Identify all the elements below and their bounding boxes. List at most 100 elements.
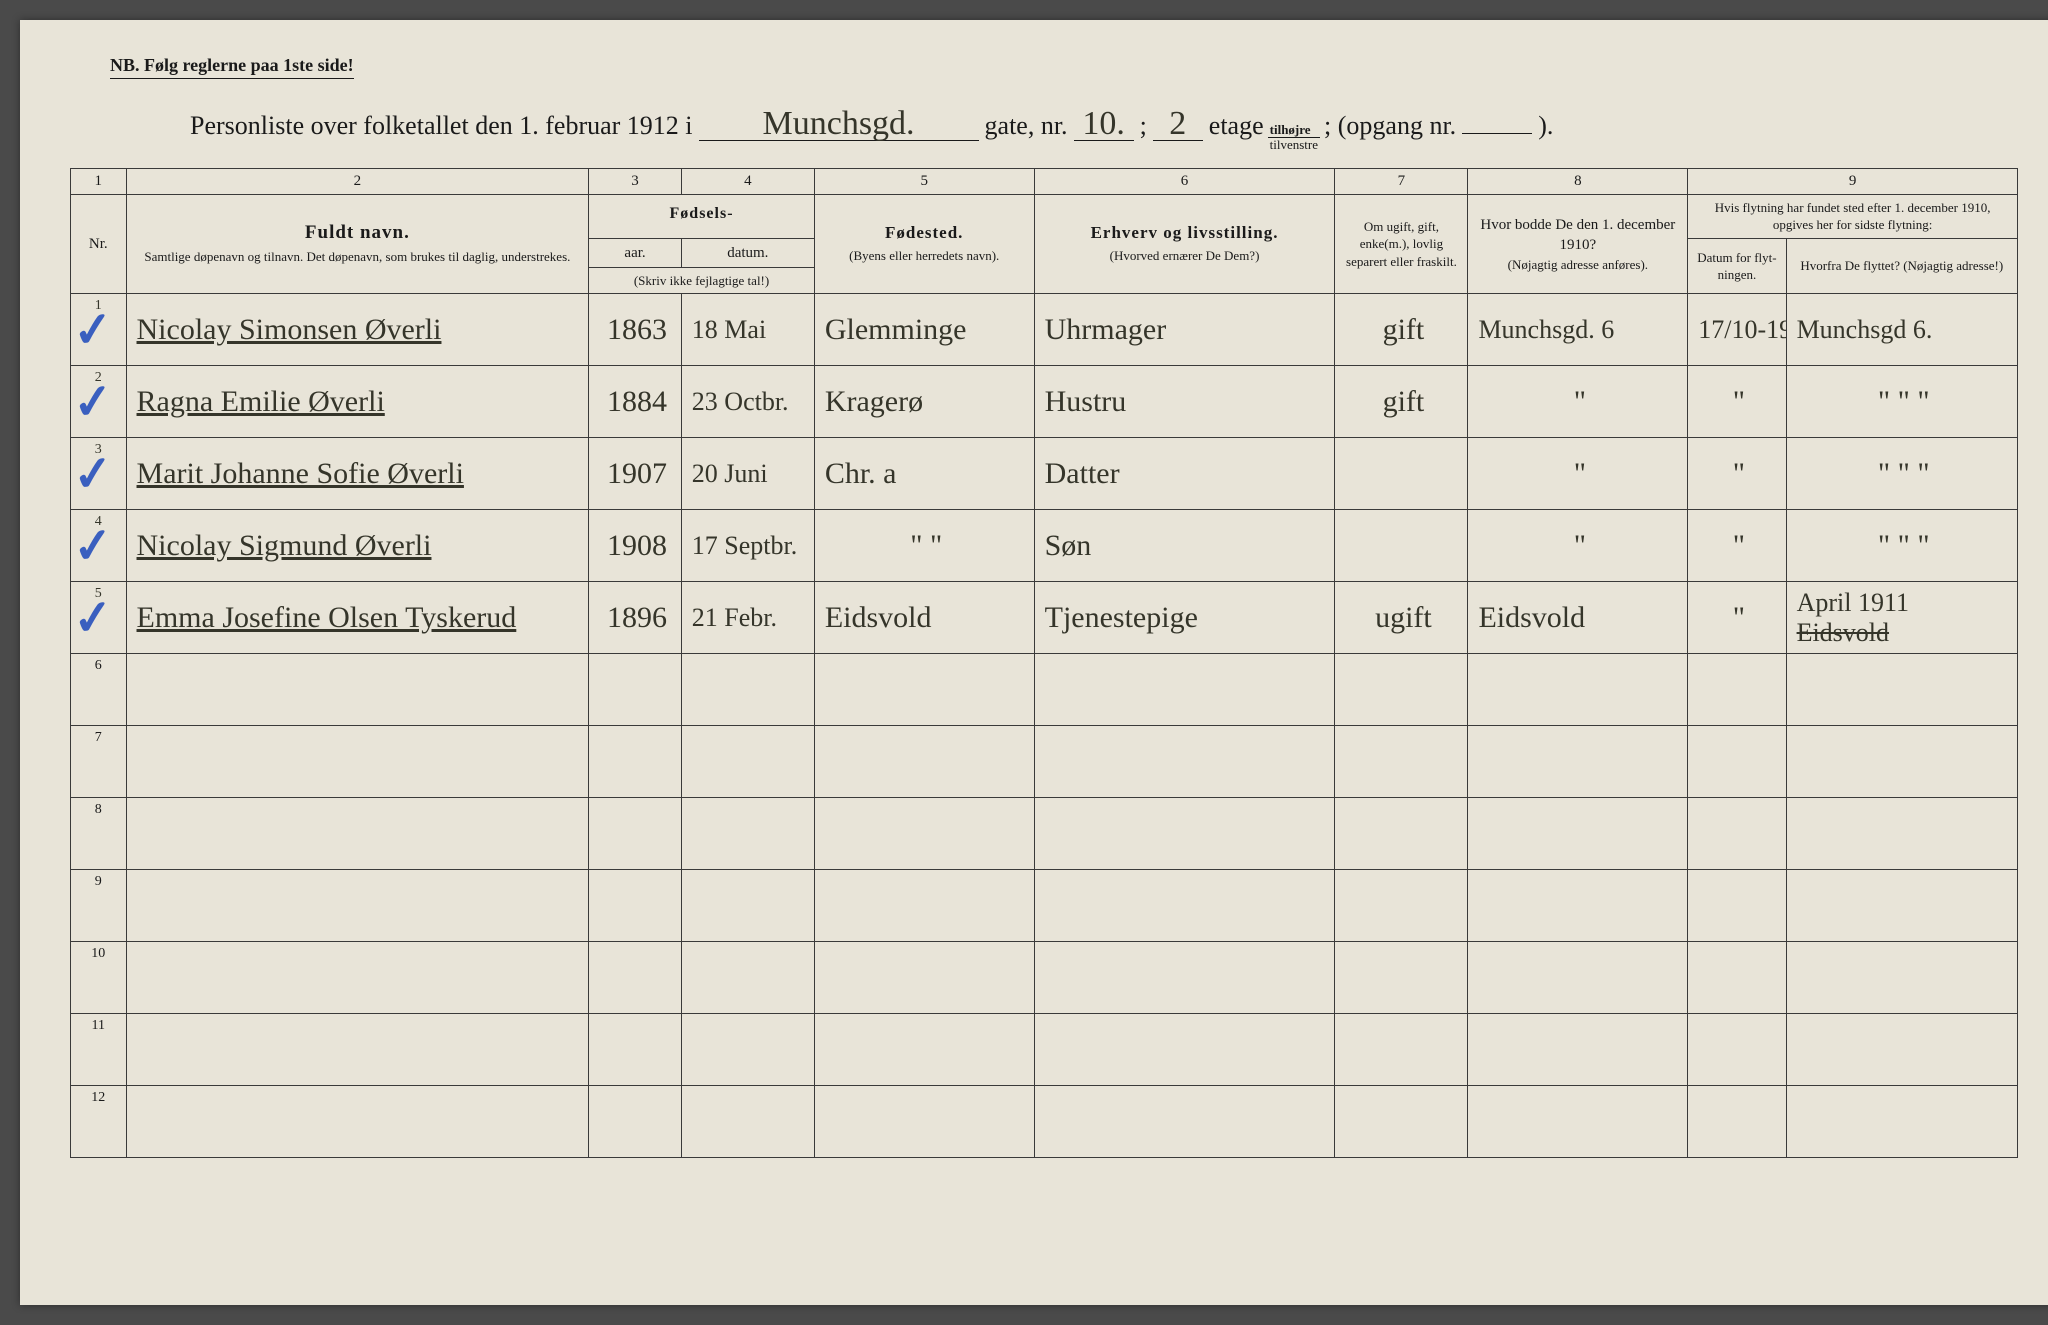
cell-marital: gift	[1335, 294, 1468, 366]
cell-year: 1863	[589, 294, 682, 366]
cell-birthplace: Eidsvold	[814, 582, 1034, 654]
frac-bot: tilvenstre	[1268, 138, 1320, 152]
hdr-name-sub: Samtlige døpenavn og tilnavn. Det døpena…	[133, 248, 583, 266]
hdr-date-text: datum.	[688, 243, 808, 263]
table-row: 11	[71, 1014, 2018, 1086]
cell-movedate: "	[1688, 510, 1786, 582]
cell-prevaddr: Eidsvold	[1468, 582, 1688, 654]
hdr-prevaddr: Hvor bodde De den 1. december 1910? (Nøj…	[1468, 194, 1688, 294]
nr-text: 3	[95, 442, 102, 457]
cell-date: 23 Octbr.	[681, 366, 814, 438]
opgang-label: ; (opgang nr.	[1324, 111, 1456, 141]
colnum-7: 7	[1335, 168, 1468, 194]
hdr-name: Fuldt navn. Samtlige døpenavn og tilnavn…	[126, 194, 589, 294]
cell-marital: ugift	[1335, 582, 1468, 654]
cell-movedate: "	[1688, 582, 1786, 654]
street-name-blank: Munchsgd.	[699, 109, 979, 141]
cell-birthplace: " "	[814, 510, 1034, 582]
hdr-birth-main: Fødsels-	[595, 205, 808, 223]
colnum-9: 9	[1688, 168, 2018, 194]
nr-text: 2	[95, 370, 102, 385]
row-nr: ✓5	[71, 582, 127, 654]
table-row: ✓4 Nicolay Sigmund Øverli 1908 17 Septbr…	[71, 510, 2018, 582]
hdr-move-date-text: Datum for flyt-ningen.	[1694, 249, 1779, 284]
hdr-birth-note: (Skriv ikke fejlagtige tal!)	[589, 267, 815, 294]
cell-birthplace: Chr. a	[814, 438, 1034, 510]
cell-occupation: Hustru	[1034, 366, 1335, 438]
cell-marital: gift	[1335, 366, 1468, 438]
name-text: Emma Josefine Olsen Tyskerud	[137, 601, 517, 634]
census-table: 1 2 3 4 5 6 7 8 9 Nr. Fuldt navn. Samtli…	[70, 168, 2018, 1159]
row-nr: 9	[71, 870, 127, 942]
colnum-2: 2	[126, 168, 589, 194]
empty-rows: 6 7 8 9 10 11 12	[71, 654, 2018, 1158]
cell-date: 17 Septbr.	[681, 510, 814, 582]
semicolon: ;	[1140, 111, 1147, 141]
hdr-birthplace: Fødested. (Byens eller herredets navn).	[814, 194, 1034, 294]
data-rows: ✓1 Nicolay Simonsen Øverli 1863 18 Mai G…	[71, 294, 2018, 654]
check-mark-icon: ✓	[71, 589, 116, 648]
hdr-occ-main: Erhverv og livsstilling.	[1041, 223, 1329, 243]
row-nr: 12	[71, 1086, 127, 1158]
table-row: ✓2 Ragna Emilie Øverli 1884 23 Octbr. Kr…	[71, 366, 2018, 438]
table-row: 8	[71, 798, 2018, 870]
gate-label: gate, nr.	[985, 111, 1068, 141]
name-text: Marit Johanne Sofie Øverli	[137, 457, 464, 490]
row-nr: 8	[71, 798, 127, 870]
table-row: ✓3 Marit Johanne Sofie Øverli 1907 20 Ju…	[71, 438, 2018, 510]
title-end: ).	[1538, 111, 1553, 141]
name-text: Nicolay Sigmund Øverli	[137, 529, 432, 562]
hdr-nr: Nr.	[71, 194, 127, 294]
nb-instruction: NB. Følg reglerne paa 1ste side!	[110, 55, 354, 79]
column-number-row: 1 2 3 4 5 6 7 8 9	[71, 168, 2018, 194]
cell-date: 18 Mai	[681, 294, 814, 366]
hdr-marital: Om ugift, gift, enke(m.), lovlig separer…	[1335, 194, 1468, 294]
census-page: NB. Følg reglerne paa 1ste side! Personl…	[20, 20, 2048, 1305]
check-mark-icon: ✓	[71, 517, 116, 576]
side-fraction: tilhøjre tilvenstre	[1268, 123, 1320, 153]
cell-movefrom: April 1911 Eidsvold	[1786, 582, 2017, 654]
colnum-1: 1	[71, 168, 127, 194]
cell-prevaddr: "	[1468, 510, 1688, 582]
cell-birthplace: Glemminge	[814, 294, 1034, 366]
table-row: 10	[71, 942, 2018, 1014]
row-nr: ✓3	[71, 438, 127, 510]
hdr-birth-note-text: (Skriv ikke fejlagtige tal!)	[595, 272, 808, 290]
cell-year: 1908	[589, 510, 682, 582]
colnum-8: 8	[1468, 168, 1688, 194]
cell-prevaddr: Munchsgd. 6	[1468, 294, 1688, 366]
table-row: 12	[71, 1086, 2018, 1158]
hdr-occupation: Erhverv og livsstilling. (Hvorved ernære…	[1034, 194, 1335, 294]
cell-date: 21 Febr.	[681, 582, 814, 654]
nr-text: 5	[95, 586, 102, 601]
cell-year: 1907	[589, 438, 682, 510]
form-title-line: Personliste over folketallet den 1. febr…	[190, 109, 2018, 153]
cell-marital	[1335, 510, 1468, 582]
cell-movefrom: " " "	[1786, 438, 2017, 510]
table-row: 6	[71, 654, 2018, 726]
cell-movefrom: " " "	[1786, 510, 2017, 582]
hdr-occ-sub: (Hvorved ernærer De Dem?)	[1041, 247, 1329, 265]
hdr-prevaddr-main: Hvor bodde De den 1. december 1910?	[1474, 215, 1681, 256]
row-nr: ✓2	[71, 366, 127, 438]
cell-occupation: Datter	[1034, 438, 1335, 510]
cell-movefrom: Munchsgd 6.	[1786, 294, 2017, 366]
check-mark-icon: ✓	[71, 445, 116, 504]
hdr-move-date: Datum for flyt-ningen.	[1688, 238, 1786, 294]
row-nr: 10	[71, 942, 127, 1014]
table-row: 9	[71, 870, 2018, 942]
cell-birthplace: Kragerø	[814, 366, 1034, 438]
row-nr: ✓1	[71, 294, 127, 366]
cell-year: 1884	[589, 366, 682, 438]
header-row-1: Nr. Fuldt navn. Samtlige døpenavn og til…	[71, 194, 2018, 238]
check-mark-icon: ✓	[71, 301, 116, 360]
cell-name: Marit Johanne Sofie Øverli	[126, 438, 589, 510]
hdr-birthplace-main: Fødested.	[821, 223, 1028, 243]
cell-movedate: 17/10-1911	[1688, 294, 1786, 366]
cell-occupation: Uhrmager	[1034, 294, 1335, 366]
cell-occupation: Tjenestepige	[1034, 582, 1335, 654]
etage-nr-blank: 2	[1153, 109, 1203, 141]
hdr-name-main: Fuldt navn.	[133, 222, 583, 244]
colnum-5: 5	[814, 168, 1034, 194]
cell-name: Ragna Emilie Øverli	[126, 366, 589, 438]
